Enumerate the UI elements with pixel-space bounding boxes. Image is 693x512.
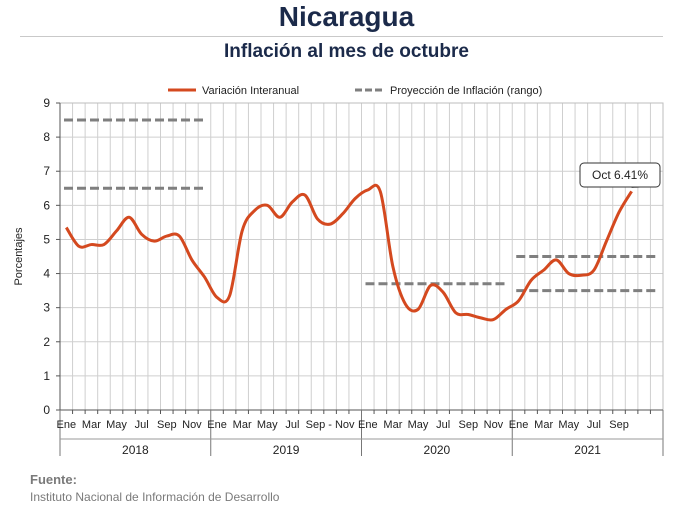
x-tick-label: Sep [609,419,629,431]
y-tick-label: 2 [43,335,50,349]
source-text: Instituto Nacional de Información de Des… [30,490,280,504]
series-line-variacion-interanual [65,183,633,322]
year-label: 2020 [424,443,451,457]
x-tick-label: Mar [383,419,402,431]
y-tick-label: 6 [43,198,50,212]
x-tick-label: Sep [157,419,177,431]
year-label: 2021 [574,443,601,457]
x-tick-label: Sep - Nov [306,419,355,431]
x-tick-label: May [257,419,278,431]
year-label: 2018 [122,443,149,457]
x-tick-label: Jul [285,419,299,431]
x-tick-label: May [558,419,579,431]
y-tick-label: 3 [43,301,50,315]
y-tick-label: 5 [43,232,50,246]
x-tick-label: Mar [233,419,252,431]
x-tick-label: Ene [207,419,227,431]
x-tick-label: Jul [587,419,601,431]
y-axis-title: Porcentajes [13,227,25,286]
x-tick-label: Sep [458,419,478,431]
legend-label-variacion: Variación Interanual [202,85,299,97]
x-tick-label: Mar [82,419,101,431]
x-tick-label: Jul [135,419,149,431]
annotation-box [579,162,661,188]
x-tick-label: Ene [56,419,76,431]
legend-label-proyeccion: Proyección de Inflación (rango) [390,85,542,97]
source-label: Fuente: [30,472,77,487]
x-tick-label: Nov [484,419,504,431]
year-label: 2019 [273,443,300,457]
x-tick-label: Jul [436,419,450,431]
x-tick-label: Ene [358,419,378,431]
y-tick-label: 1 [43,369,50,383]
title-divider [20,36,663,37]
annotation-label: Oct 6.41% [592,168,648,182]
x-tick-label: Nov [182,419,202,431]
chart-subtitle: Inflación al mes de octubre [224,41,469,62]
y-tick-label: 7 [43,164,50,178]
chart-title: Nicaragua [278,1,415,32]
y-tick-label: 8 [43,130,50,144]
x-tick-label: Ene [509,419,529,431]
line-chart: 0 1 2 3 4 5 6 7 8 9 Porcentajes Ene Mar May Jul Sep Nov E… [13,85,664,457]
y-tick-label: 0 [43,403,50,417]
x-tick-label: May [408,419,429,431]
y-tick-label: 9 [43,96,50,110]
y-tick-label: 4 [43,267,50,281]
x-tick-label: Mar [534,419,553,431]
x-tick-label: May [106,419,127,431]
